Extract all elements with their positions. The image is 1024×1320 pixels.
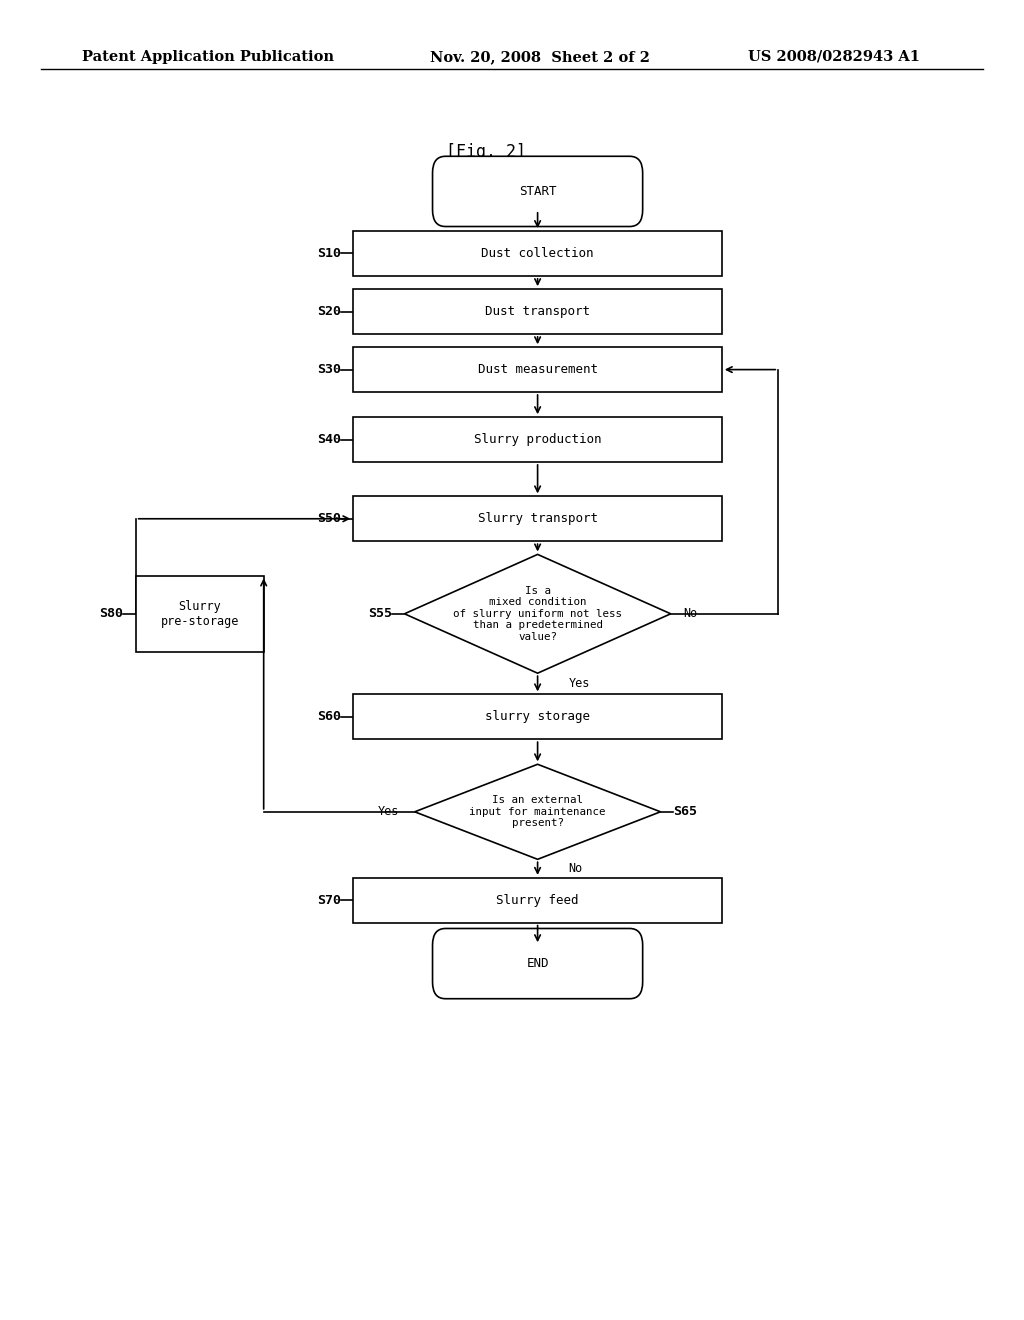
Text: Slurry
pre-storage: Slurry pre-storage [161,599,239,628]
FancyBboxPatch shape [353,417,722,462]
Text: Nov. 20, 2008  Sheet 2 of 2: Nov. 20, 2008 Sheet 2 of 2 [430,50,650,63]
Polygon shape [404,554,671,673]
Polygon shape [415,764,660,859]
Text: S20: S20 [317,305,341,318]
Text: Slurry transport: Slurry transport [477,512,598,525]
FancyBboxPatch shape [353,231,722,276]
FancyBboxPatch shape [353,496,722,541]
Text: No: No [683,607,697,620]
Text: No: No [568,862,583,875]
Text: [Fig. 2]: [Fig. 2] [446,143,526,161]
Text: Is a
mixed condition
of slurry uniform not less
than a predetermined
value?: Is a mixed condition of slurry uniform n… [453,586,623,642]
Text: S70: S70 [317,894,341,907]
Text: S50: S50 [317,512,341,525]
Text: Yes: Yes [568,677,590,690]
Text: Patent Application Publication: Patent Application Publication [82,50,334,63]
Text: S30: S30 [317,363,341,376]
FancyBboxPatch shape [353,347,722,392]
Text: S10: S10 [317,247,341,260]
Text: Dust collection: Dust collection [481,247,594,260]
Text: S65: S65 [673,805,696,818]
Text: Is an external
input for maintenance
present?: Is an external input for maintenance pre… [469,795,606,829]
Text: US 2008/0282943 A1: US 2008/0282943 A1 [748,50,920,63]
Text: Slurry feed: Slurry feed [497,894,579,907]
FancyBboxPatch shape [135,576,264,652]
Text: Dust measurement: Dust measurement [477,363,598,376]
Text: Dust transport: Dust transport [485,305,590,318]
Text: Yes: Yes [378,805,399,818]
Text: S40: S40 [317,433,341,446]
Text: Slurry production: Slurry production [474,433,601,446]
FancyBboxPatch shape [353,878,722,923]
Text: END: END [526,957,549,970]
Text: slurry storage: slurry storage [485,710,590,723]
FancyBboxPatch shape [353,289,722,334]
Text: S60: S60 [317,710,341,723]
Text: START: START [519,185,556,198]
Text: S80: S80 [99,607,124,620]
FancyBboxPatch shape [432,156,643,227]
FancyBboxPatch shape [353,694,722,739]
Text: S55: S55 [369,607,392,620]
FancyBboxPatch shape [432,928,643,999]
